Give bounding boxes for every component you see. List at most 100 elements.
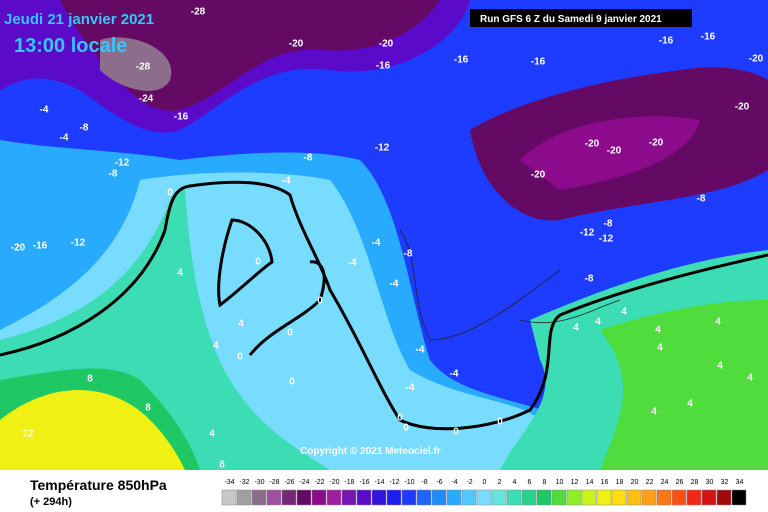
contour-label: 12 (22, 429, 34, 440)
colorbar-label: -26 (284, 479, 294, 486)
contour-label: -16 (531, 57, 546, 68)
colorbar-swatch (356, 489, 372, 506)
colorbar-label: 34 (736, 479, 744, 486)
colorbar-label: 28 (691, 479, 699, 486)
colorbar-label: 30 (706, 479, 714, 486)
contour-label: 0 (497, 417, 503, 428)
contour-label: -8 (604, 219, 613, 230)
contour-label: -16 (376, 61, 391, 72)
contour-label: -4 (348, 258, 357, 269)
colorbar-label: 24 (661, 479, 669, 486)
contour-label: -20 (379, 39, 394, 50)
colorbar: -34 -32 -30 -28 -26 -24 -22 -20 -18 -16 -14 -12 -10-… (221, 479, 747, 506)
contour-label: -8 (80, 123, 89, 134)
colorbar-label: -12 (389, 479, 399, 486)
colorbar-swatch (596, 489, 612, 506)
colorbar-swatch (311, 489, 327, 506)
colorbar-label: 14 (586, 479, 594, 486)
colorbar-swatch (401, 489, 417, 506)
colorbar-swatch (416, 489, 432, 506)
contour-label: 4 (209, 429, 215, 440)
contour-label: 0 (287, 328, 293, 339)
contour-label: 0 (237, 352, 243, 363)
contour-label: -28 (136, 62, 151, 73)
colorbar-label: 10 (556, 479, 564, 486)
contour-label: 4 (717, 361, 723, 372)
contour-label: -12 (599, 234, 614, 245)
contour-label: 4 (238, 319, 244, 330)
colorbar-label: -6 (436, 479, 442, 486)
colorbar-label: -24 (299, 479, 309, 486)
map (0, 0, 768, 471)
contour-label: -8 (404, 249, 413, 260)
contour-labels: -28-20 -20-16 -16-16 -16-28 -16-24-16-20-20-… (11, 7, 764, 471)
legend-title: Température 850hPa (30, 477, 167, 493)
colorbar-swatch (716, 489, 732, 506)
colorbar-swatch (431, 489, 447, 506)
contour-label: -4 (416, 345, 425, 356)
contour-label: -20 (11, 243, 26, 254)
contour-label: 4 (213, 341, 219, 352)
colorbar-label: 2 (498, 479, 502, 486)
contour-label: 4 (595, 317, 601, 328)
contour-label: -28 (191, 7, 206, 18)
contour-label: -12 (375, 143, 390, 154)
colorbar-label: 0 (483, 479, 487, 486)
colorbar-label: 26 (676, 479, 684, 486)
colorbar-swatch (581, 489, 597, 506)
colorbar-label: 32 (721, 479, 729, 486)
zero-isotherm (248, 260, 326, 356)
colorbar-swatch (386, 489, 402, 506)
contour-label: 0 (397, 413, 403, 424)
run-info: Run GFS 6 Z du Samedi 9 janvier 2021 (480, 14, 662, 25)
contour-label: 4 (177, 268, 183, 279)
colorbar-label: 22 (646, 479, 654, 486)
contour-label: 4 (655, 325, 661, 336)
colorbar-swatch (281, 489, 297, 506)
contour-label: 0 (255, 257, 261, 268)
colorbar-label: -4 (451, 479, 457, 486)
contour-label: 8 (87, 374, 93, 385)
contour-label: -20 (585, 139, 600, 150)
colorbar-label: -14 (374, 479, 384, 486)
cold-core (100, 37, 172, 91)
colorbar-label: 12 (571, 479, 579, 486)
contour-label: -16 (174, 112, 189, 123)
colorbar-label: -2 (466, 479, 472, 486)
contour-label: 8 (219, 460, 225, 471)
colorbar-label: 4 (513, 479, 517, 486)
warm-region (600, 300, 768, 470)
colorbar-swatch (236, 489, 252, 506)
colorbar-swatch (266, 489, 282, 506)
run-box (470, 9, 692, 27)
contour-label: -20 (531, 170, 546, 181)
contour-label: -4 (390, 279, 399, 290)
colorbar-swatch (296, 489, 312, 506)
colorbar-label: 20 (631, 479, 639, 486)
contour-label: 4 (651, 407, 657, 418)
date: Jeudi 21 janvier 2021 (4, 11, 154, 28)
colorbar-swatch (731, 489, 747, 506)
colorbar-label: -22 (314, 479, 324, 486)
colorbar-swatch (536, 489, 552, 506)
contour-label: -8 (697, 194, 706, 205)
colorbar-swatch (221, 489, 237, 506)
colorbar-swatch (371, 489, 387, 506)
colorbar-swatch (671, 489, 687, 506)
contour-label: 0 (403, 423, 409, 434)
contour-label: -4 (450, 369, 459, 380)
contour-label: -4 (372, 238, 381, 249)
coastline (399, 229, 621, 341)
contour-label: 4 (573, 323, 579, 334)
contour-label: -20 (735, 102, 750, 113)
colorbar-swatch (641, 489, 657, 506)
contour-label: 4 (657, 343, 663, 354)
contour-label: -8 (109, 169, 118, 180)
contour-label: 4 (621, 307, 627, 318)
colorbar-swatch (701, 489, 717, 506)
colorbar-label: -18 (344, 479, 354, 486)
colorbar-label: -10 (404, 479, 414, 486)
contour-label: -12 (580, 228, 595, 239)
